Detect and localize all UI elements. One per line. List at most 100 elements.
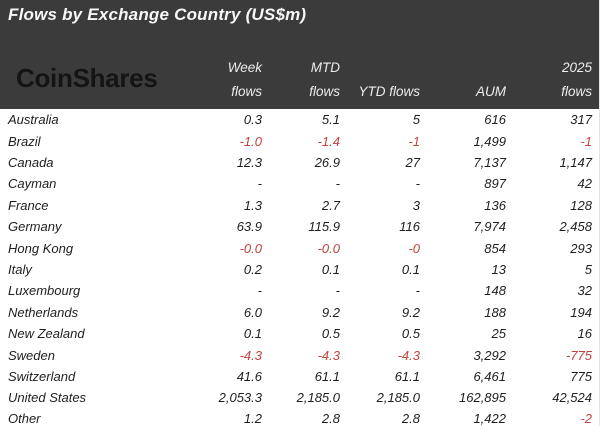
column-header-ytd-flows: YTD flows: [348, 26, 428, 110]
cell-mtd-flows: -: [335, 283, 340, 299]
cell-aum: 1,422: [473, 411, 506, 426]
cell-aum: 7,137: [473, 155, 506, 171]
title-bar: Flows by Exchange Country (US$m): [0, 0, 599, 26]
cell-ytd-flows: 61.1: [394, 369, 420, 384]
cell-country: Cayman: [8, 176, 57, 192]
cell-2025-flows: 32: [577, 283, 592, 299]
cell-aum: 854: [484, 240, 506, 256]
table-row: Luxembourg - - - 148 32: [0, 280, 599, 301]
table-row: Canada 12.3 26.9 27 7,137 1,147: [0, 152, 599, 173]
column-header-week-flows: Week flows: [170, 26, 270, 110]
cell-2025-flows: 293: [570, 240, 592, 256]
cell-mtd-flows: 0.5: [321, 326, 340, 342]
table-row: Sweden -4.3 -4.3 -4.3 3,292 -775: [0, 344, 599, 365]
column-header-aum: AUM: [428, 26, 514, 110]
table-body: Australia 0.3 5.1 5 616 317 Brazil -1.0 …: [0, 109, 599, 426]
cell-country: Luxembourg: [8, 283, 81, 299]
cell-week-flows: 0.2: [243, 262, 262, 278]
cell-week-flows: 41.6: [236, 369, 262, 384]
cell-country: Switzerland: [8, 369, 76, 384]
cell-country: Netherlands: [8, 304, 79, 320]
cell-mtd-flows: 2,185.0: [296, 390, 340, 406]
logo-cell: CoinShares: [0, 26, 170, 110]
cell-week-flows: -: [257, 176, 262, 192]
cell-mtd-flows: -4.3: [317, 347, 340, 363]
cell-country: Brazil: [8, 133, 41, 149]
cell-ytd-flows: 0.5: [401, 326, 420, 342]
cell-2025-flows: 16: [577, 326, 592, 342]
cell-2025-flows: -1: [580, 133, 592, 149]
cell-aum: 3,292: [473, 347, 506, 363]
table-row: Cayman - - - 897 42: [0, 173, 599, 194]
table-row: France 1.3 2.7 3 136 128: [0, 195, 599, 216]
cell-country: Germany: [8, 219, 62, 235]
cell-aum: 6,461: [473, 369, 506, 384]
cell-mtd-flows: 5.1: [321, 112, 340, 128]
cell-ytd-flows: -0: [408, 240, 420, 256]
cell-week-flows: -0.0: [239, 240, 262, 256]
cell-week-flows: 63.9: [236, 219, 262, 235]
cell-country: New Zealand: [8, 326, 85, 342]
cell-country: United States: [8, 390, 87, 406]
cell-mtd-flows: 26.9: [314, 155, 340, 171]
cell-country: Italy: [8, 262, 32, 278]
cell-mtd-flows: 115.9: [308, 219, 340, 235]
cell-ytd-flows: 0.1: [401, 262, 420, 278]
cell-2025-flows: 42: [577, 176, 592, 192]
cell-mtd-flows: -1.4: [317, 133, 340, 149]
table-row: Netherlands 6.0 9.2 9.2 188 194: [0, 302, 599, 323]
cell-week-flows: 1.3: [243, 197, 262, 213]
cell-aum: 616: [484, 112, 506, 128]
cell-2025-flows: -2: [580, 411, 592, 426]
cell-aum: 897: [484, 176, 506, 192]
cell-aum: 7,974: [473, 219, 506, 235]
table-row: Italy 0.2 0.1 0.1 13 5: [0, 259, 599, 280]
cell-week-flows: 12.3: [236, 155, 262, 171]
cell-aum: 25: [491, 326, 506, 342]
cell-aum: 162,895: [459, 390, 506, 406]
cell-week-flows: -4.3: [239, 347, 262, 363]
cell-country: France: [8, 197, 49, 213]
cell-ytd-flows: -: [415, 176, 420, 192]
cell-ytd-flows: 3: [412, 197, 420, 213]
column-header-mtd-flows: MTD flows: [270, 26, 348, 110]
cell-2025-flows: 1,147: [559, 155, 592, 171]
cell-mtd-flows: 61.1: [314, 369, 340, 384]
cell-week-flows: 0.3: [243, 112, 262, 128]
cell-2025-flows: 194: [570, 304, 592, 320]
cell-aum: 188: [484, 304, 506, 320]
cell-week-flows: 1.2: [243, 411, 262, 426]
cell-week-flows: 6.0: [243, 304, 262, 320]
cell-aum: 1,499: [473, 133, 506, 149]
cell-2025-flows: 775: [570, 369, 592, 384]
table-row: Australia 0.3 5.1 5 616 317: [0, 109, 599, 130]
table-row: New Zealand 0.1 0.5 0.5 25 16: [0, 323, 599, 344]
cell-ytd-flows: -: [415, 283, 420, 299]
cell-week-flows: -: [257, 283, 262, 299]
cell-aum: 148: [484, 283, 506, 299]
cell-aum: 13: [491, 262, 506, 278]
page-title: Flows by Exchange Country (US$m): [0, 0, 599, 26]
cell-2025-flows: 5: [584, 262, 592, 278]
table-row: Switzerland 41.6 61.1 61.1 6,461 775: [0, 366, 599, 387]
cell-mtd-flows: 2.8: [321, 411, 340, 426]
cell-country: Canada: [8, 155, 54, 171]
cell-mtd-flows: 9.2: [321, 304, 340, 320]
cell-country: Sweden: [8, 347, 55, 363]
cell-ytd-flows: 9.2: [401, 304, 420, 320]
cell-mtd-flows: 0.1: [321, 262, 340, 278]
cell-week-flows: -1.0: [239, 133, 262, 149]
cell-2025-flows: 317: [570, 112, 592, 128]
coinshares-logo: CoinShares: [16, 62, 158, 93]
cell-week-flows: 0.1: [243, 326, 262, 342]
cell-2025-flows: 128: [570, 197, 592, 213]
cell-country: Australia: [8, 112, 59, 128]
cell-2025-flows: 42,524: [552, 390, 592, 406]
table-row: United States 2,053.3 2,185.0 2,185.0 16…: [0, 387, 599, 408]
table-row: Germany 63.9 115.9 116 7,974 2,458: [0, 216, 599, 237]
cell-country: Hong Kong: [8, 240, 74, 256]
cell-mtd-flows: -0.0: [317, 240, 340, 256]
cell-mtd-flows: 2.7: [321, 197, 340, 213]
